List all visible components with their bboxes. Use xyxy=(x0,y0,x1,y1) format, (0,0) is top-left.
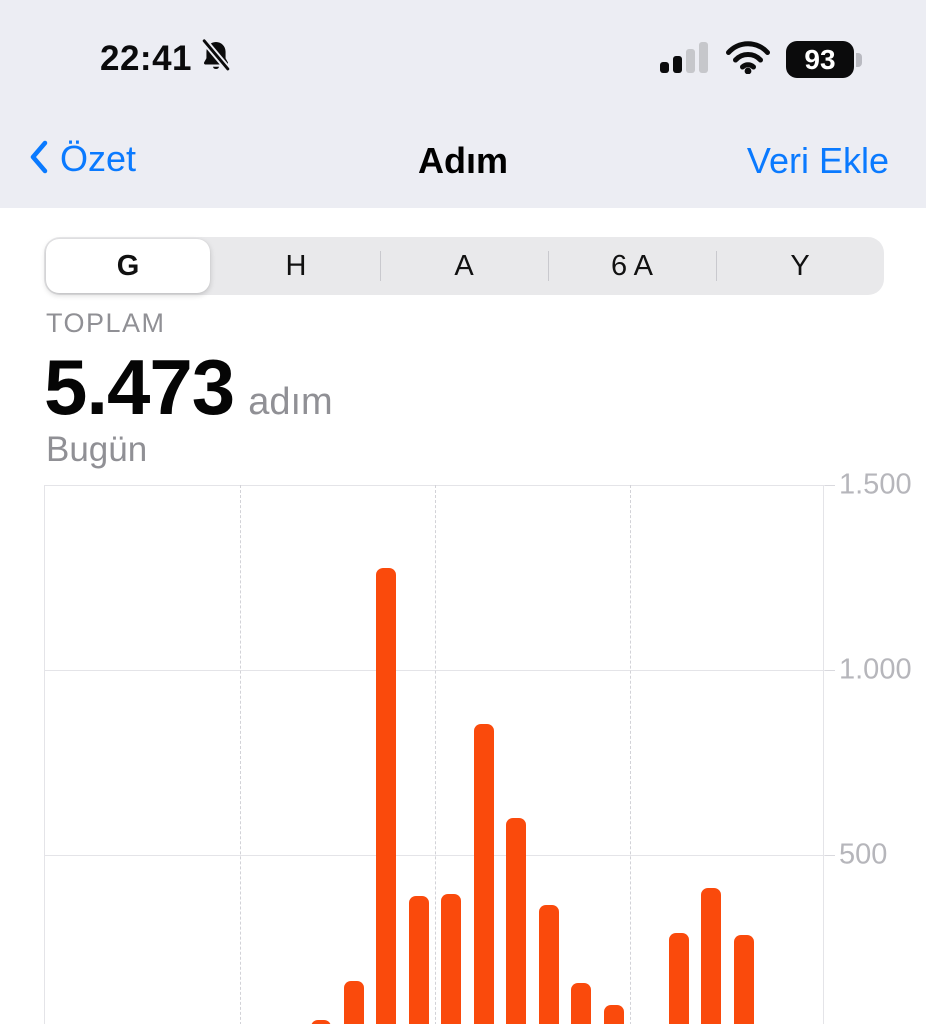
axis-tick xyxy=(825,670,835,671)
bar-hour-15[interactable] xyxy=(538,905,559,1024)
bell-slash-icon xyxy=(199,38,233,79)
status-right-cluster: 93 xyxy=(660,40,862,79)
time-range-segmented-control: G H A 6 A Y xyxy=(44,237,884,295)
back-button-label: Özet xyxy=(60,138,137,179)
y-tick-label: 1.500 xyxy=(839,468,912,501)
y-tick-label: 500 xyxy=(839,838,888,871)
total-steps-unit: adım xyxy=(248,381,333,423)
chevron-left-icon xyxy=(28,139,50,180)
segment-month[interactable]: A xyxy=(454,249,474,282)
battery-cap xyxy=(856,52,862,67)
bar-hour-16[interactable] xyxy=(571,983,591,1024)
add-data-button[interactable]: Veri Ekle xyxy=(746,140,889,181)
total-steps-value: 5.473 xyxy=(44,343,235,431)
segment-divider xyxy=(548,251,549,281)
bar-hour-10[interactable] xyxy=(376,568,396,1024)
status-left-cluster: 22:41 xyxy=(100,38,233,79)
page-title: Adım xyxy=(418,140,508,181)
nav-bar: Özet Adım Veri Ekle xyxy=(0,120,926,208)
bar-hour-21[interactable] xyxy=(733,935,754,1024)
back-button[interactable]: Özet xyxy=(28,138,136,180)
wifi-icon xyxy=(724,40,772,79)
gridline-v xyxy=(240,485,241,1024)
bar-hour-13[interactable] xyxy=(473,724,494,1024)
gridline-v xyxy=(435,485,436,1024)
selected-segment-pill xyxy=(46,239,210,293)
segment-day[interactable]: G xyxy=(116,249,140,282)
period-label: Bugün xyxy=(46,430,148,469)
bar-hour-9[interactable] xyxy=(343,981,364,1024)
bar-hour-19[interactable] xyxy=(668,933,689,1024)
y-tick-label: 1.000 xyxy=(839,653,912,686)
segment-divider xyxy=(380,251,381,281)
segment-week[interactable]: H xyxy=(285,249,307,282)
battery-percent: 93 xyxy=(786,41,854,78)
bar-hour-17[interactable] xyxy=(603,1005,624,1024)
cellular-signal-icon xyxy=(660,41,710,78)
total-value-row: 5.473 adım xyxy=(44,342,333,433)
y-axis-labels: 1.500 1.000 500 xyxy=(839,469,924,1024)
gridline-v xyxy=(630,485,631,1024)
bar-hour-12[interactable] xyxy=(441,894,461,1024)
bar-hour-14[interactable] xyxy=(506,818,526,1024)
segment-divider xyxy=(716,251,717,281)
axis-tick xyxy=(825,855,835,856)
header-background xyxy=(0,0,926,208)
axis-tick xyxy=(825,485,835,486)
segment-six-months[interactable]: 6 A xyxy=(611,249,653,282)
segment-year[interactable]: Y xyxy=(790,249,810,282)
bar-hour-8[interactable] xyxy=(311,1020,331,1024)
battery-icon: 93 xyxy=(786,41,862,78)
bar-hour-11[interactable] xyxy=(408,896,429,1024)
clock-time: 22:41 xyxy=(100,38,193,78)
bar-hour-20[interactable] xyxy=(701,888,721,1024)
chart-plot xyxy=(44,485,835,1024)
total-label: TOPLAM xyxy=(46,308,166,338)
status-bar: 22:41 xyxy=(0,38,926,86)
